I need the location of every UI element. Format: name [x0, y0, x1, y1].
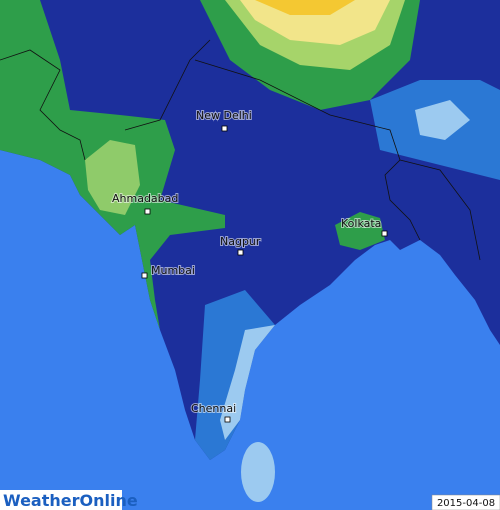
- date: 2015-04-08: [437, 498, 495, 509]
- city-marker: [224, 416, 231, 423]
- logo-box: [0, 490, 122, 510]
- city-marker: [237, 249, 244, 256]
- date-box: [431, 494, 500, 510]
- gold-zone: [255, 0, 355, 15]
- border: [0, 39, 481, 261]
- city-label: Mumbai: [151, 264, 195, 277]
- city-marker: [221, 125, 228, 132]
- sri-lanka: [241, 442, 275, 502]
- city-label: Nagpur: [220, 235, 261, 248]
- city-label: Kolkata: [341, 217, 381, 230]
- light-blue-zone: [415, 100, 470, 140]
- logo: WeatherOnline: [3, 491, 138, 510]
- light-blue-zone-south: [220, 325, 275, 440]
- light-green-zone: [85, 140, 140, 215]
- city-label: Ahmadabad: [112, 192, 178, 205]
- green-zone-east: [335, 212, 385, 250]
- cities: New Delhi Ahmadabad Kolkata Nagpur Mumba…: [111, 108, 388, 423]
- city-marker: [144, 208, 151, 215]
- yellow-zone: [240, 0, 390, 45]
- city-label: New Delhi: [196, 109, 252, 122]
- city-marker: [381, 230, 388, 237]
- city-marker: [141, 272, 148, 279]
- city-label: Chennai: [191, 402, 236, 415]
